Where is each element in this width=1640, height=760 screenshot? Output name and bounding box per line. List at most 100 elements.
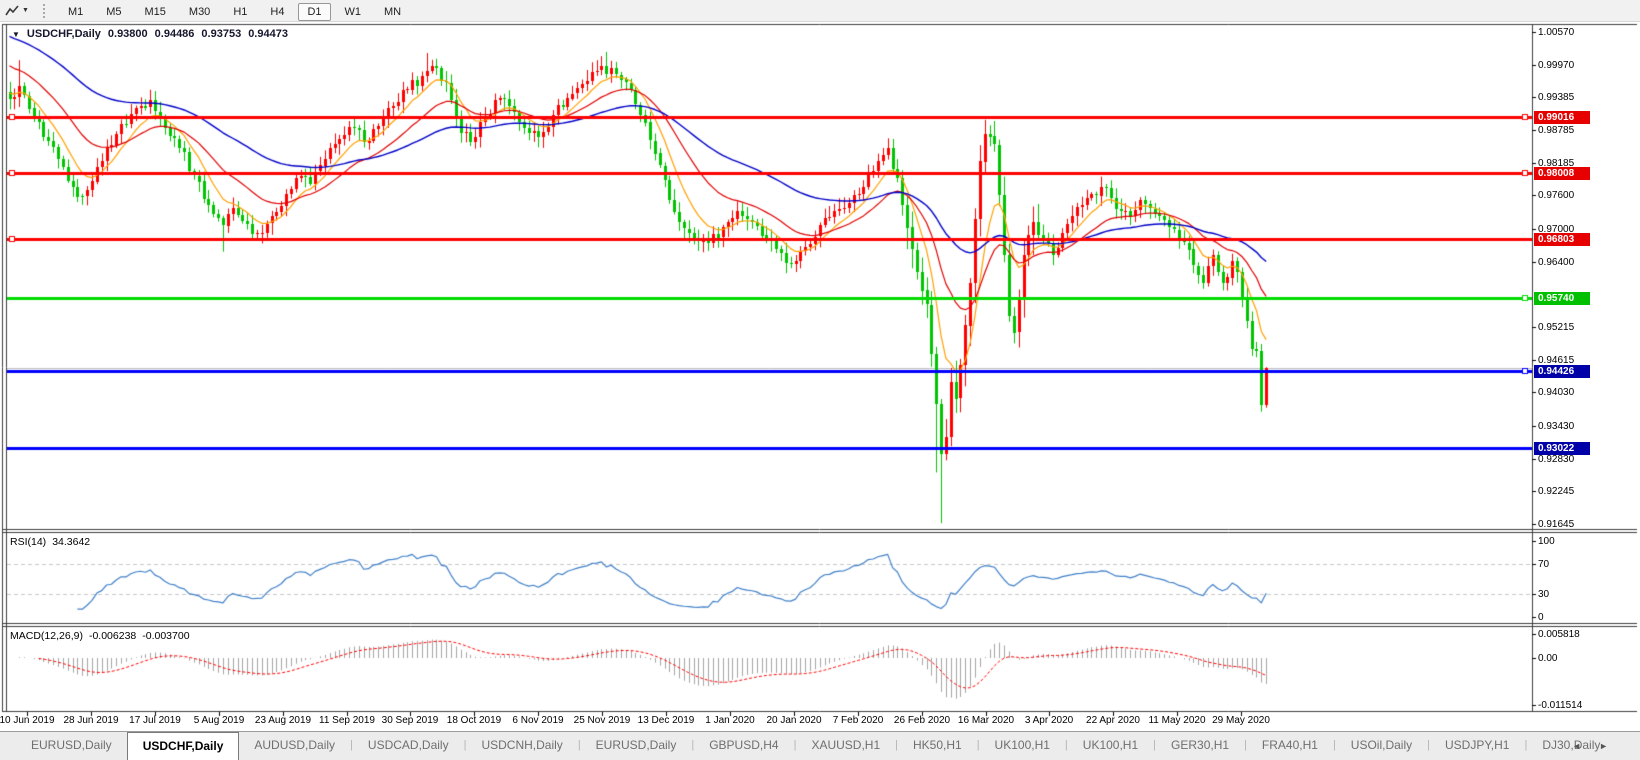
- price-line-badge: 0.96803: [1534, 233, 1590, 246]
- timeframe-button-w1[interactable]: W1: [344, 5, 362, 18]
- tab-usdchf-daily[interactable]: USDCHF,Daily: [126, 732, 240, 760]
- chart-symbol-label: USDCHF,Daily: [26, 28, 101, 40]
- tab-eurusd-daily[interactable]: EURUSD,Daily: [31, 738, 112, 752]
- timeframe-buttons: M1 M5 M15 M30 H1 H4 D1 W1 MN: [59, 2, 415, 21]
- timeframe-button-d1[interactable]: D1: [298, 2, 331, 21]
- date-axis-label: 23 Aug 2019: [254, 715, 312, 726]
- date-axis-label: 28 Jun 2019: [63, 715, 119, 726]
- date-axis-label: 7 Feb 2020: [832, 715, 884, 726]
- price-axis-label: 0.91645: [1538, 519, 1575, 530]
- tab-uk100-h1[interactable]: UK100,H1: [1082, 738, 1139, 752]
- date-axis-label: 16 Mar 2020: [957, 715, 1015, 726]
- timeframe-button-m1[interactable]: M1: [67, 5, 84, 18]
- price-axis-label: 0.97600: [1538, 190, 1575, 201]
- tab-separator: |: [1153, 739, 1157, 751]
- date-axis-label: 11 Sep 2019: [319, 715, 375, 726]
- tab-separator: |: [577, 739, 581, 751]
- rsi-axis-label: 70: [1538, 559, 1550, 570]
- rsi-axis-label: 30: [1538, 589, 1550, 600]
- macd-axis-label: 0.00: [1538, 653, 1558, 664]
- price-axis-label: 0.92830: [1538, 454, 1575, 465]
- tab-dj30-daily[interactable]: DJ30,Daily: [1542, 738, 1601, 752]
- tab-gbpusd-h4[interactable]: GBPUSD,H4: [709, 738, 779, 752]
- timeframe-button-m5[interactable]: M5: [106, 5, 122, 18]
- chart-title: ▼ USDCHF,Daily 0.93800 0.94486 0.93753 0…: [12, 28, 288, 40]
- price-axis-label: 0.92245: [1538, 486, 1575, 497]
- tab-usoil-daily[interactable]: USOil,Daily: [1350, 738, 1413, 752]
- tab-scroll-left-button[interactable]: ◄: [1572, 741, 1600, 751]
- date-axis-label: 26 Feb 2020: [893, 715, 951, 726]
- dropdown-caret-icon[interactable]: ▼: [22, 7, 29, 14]
- macd-axis-label: 0.005818: [1538, 629, 1580, 640]
- price-axis-label: 0.95215: [1538, 322, 1575, 333]
- tab-usdcad-daily[interactable]: USDCAD,Daily: [367, 738, 449, 752]
- date-axis-label: 18 Oct 2019: [446, 715, 502, 726]
- toolbar-grip: [42, 3, 47, 18]
- date-axis-label: 20 Jan 2020: [766, 715, 822, 726]
- tab-usdjpy-h1[interactable]: USDJPY,H1: [1445, 738, 1510, 752]
- tab-fra40-h1[interactable]: FRA40,H1: [1261, 738, 1318, 752]
- date-axis-label: 30 Sep 2019: [381, 715, 439, 726]
- rsi-name: RSI(14): [10, 536, 47, 548]
- tab-separator: |: [350, 739, 353, 751]
- timeframe-button-m30[interactable]: M30: [188, 5, 211, 18]
- price-line-badge: 0.95740: [1534, 292, 1590, 305]
- tab-separator: |: [976, 739, 980, 751]
- date-axis-label: 25 Nov 2019: [573, 715, 631, 726]
- tab-hk50-h1[interactable]: HK50,H1: [912, 738, 962, 752]
- tab-separator: |: [1332, 739, 1336, 751]
- price-line-badge: 0.98008: [1534, 167, 1590, 180]
- price-line-badge: 0.94426: [1534, 365, 1590, 378]
- date-axis-label: 1 Jan 2020: [705, 715, 755, 726]
- tab-ger30-h1[interactable]: GER30,H1: [1171, 738, 1230, 752]
- price-line-badge: 0.99016: [1534, 111, 1590, 124]
- tab-separator: |: [691, 739, 695, 751]
- tab-separator: |: [1064, 739, 1068, 751]
- price-axis-label: 1.00570: [1538, 27, 1575, 38]
- timeframe-button-h4[interactable]: H4: [270, 5, 285, 18]
- tab-audusd-daily[interactable]: AUDUSD,Daily: [254, 738, 336, 752]
- rsi-value: 34.3642: [52, 536, 91, 548]
- price-axis-label: 0.98785: [1538, 125, 1575, 136]
- rsi-axis-label: 0: [1538, 612, 1544, 623]
- tab-uk100-h1[interactable]: UK100,H1: [994, 738, 1050, 752]
- price-axis-label: 0.99970: [1538, 60, 1575, 71]
- price-axis-label: 0.96400: [1538, 257, 1575, 268]
- tab-separator: |: [793, 739, 797, 751]
- macd-name: MACD(12,26,9): [10, 630, 83, 642]
- macd-axis-label: -0.011514: [1538, 700, 1583, 711]
- ohlc-low: 0.93753: [201, 28, 242, 40]
- timeframe-button-mn[interactable]: MN: [384, 5, 402, 18]
- macd-indicator-label: MACD(12,26,9) -0.006238 -0.003700: [10, 630, 190, 642]
- ohlc-close: 0.94473: [248, 28, 288, 40]
- price-axis-label: 0.94030: [1538, 387, 1575, 398]
- tab-separator: |: [1244, 739, 1247, 751]
- date-axis-label: 3 Apr 2020: [1024, 715, 1074, 726]
- tab-separator: |: [1427, 739, 1430, 751]
- date-axis-label: 17 Jul 2019: [129, 715, 181, 726]
- tab-eurusd-daily[interactable]: EURUSD,Daily: [595, 738, 677, 752]
- timeframe-button-h1[interactable]: H1: [233, 5, 248, 18]
- tab-scroll-right-button[interactable]: ►: [1599, 741, 1626, 751]
- date-axis-label: 5 Aug 2019: [193, 715, 245, 726]
- tab-separator: |: [895, 739, 898, 751]
- price-axis-label: 0.97000: [1538, 224, 1575, 235]
- tab-usdcnh-daily[interactable]: USDCNH,Daily: [481, 738, 563, 752]
- date-axis-label: 22 Apr 2020: [1086, 715, 1140, 726]
- timeframe-button-m15[interactable]: M15: [144, 5, 166, 18]
- price-line-badge: 0.93022: [1534, 442, 1590, 455]
- date-axis-label: 11 May 2020: [1148, 715, 1206, 726]
- tab-separator: |: [463, 739, 467, 751]
- rsi-axis-label: 100: [1538, 536, 1555, 547]
- tab-separator: |: [1524, 739, 1528, 751]
- collapse-triangle-icon[interactable]: ▼: [12, 29, 20, 39]
- price-axis-label: 0.98185: [1538, 158, 1575, 169]
- price-axis-label: 0.94615: [1538, 355, 1575, 366]
- date-axis-label: 6 Nov 2019: [512, 715, 564, 726]
- tab-xauusd-h1[interactable]: XAUUSD,H1: [811, 738, 881, 752]
- price-axis-label: 0.99385: [1538, 92, 1575, 103]
- line-studies-icon[interactable]: [5, 4, 19, 18]
- macd-signal-value: -0.003700: [142, 630, 190, 642]
